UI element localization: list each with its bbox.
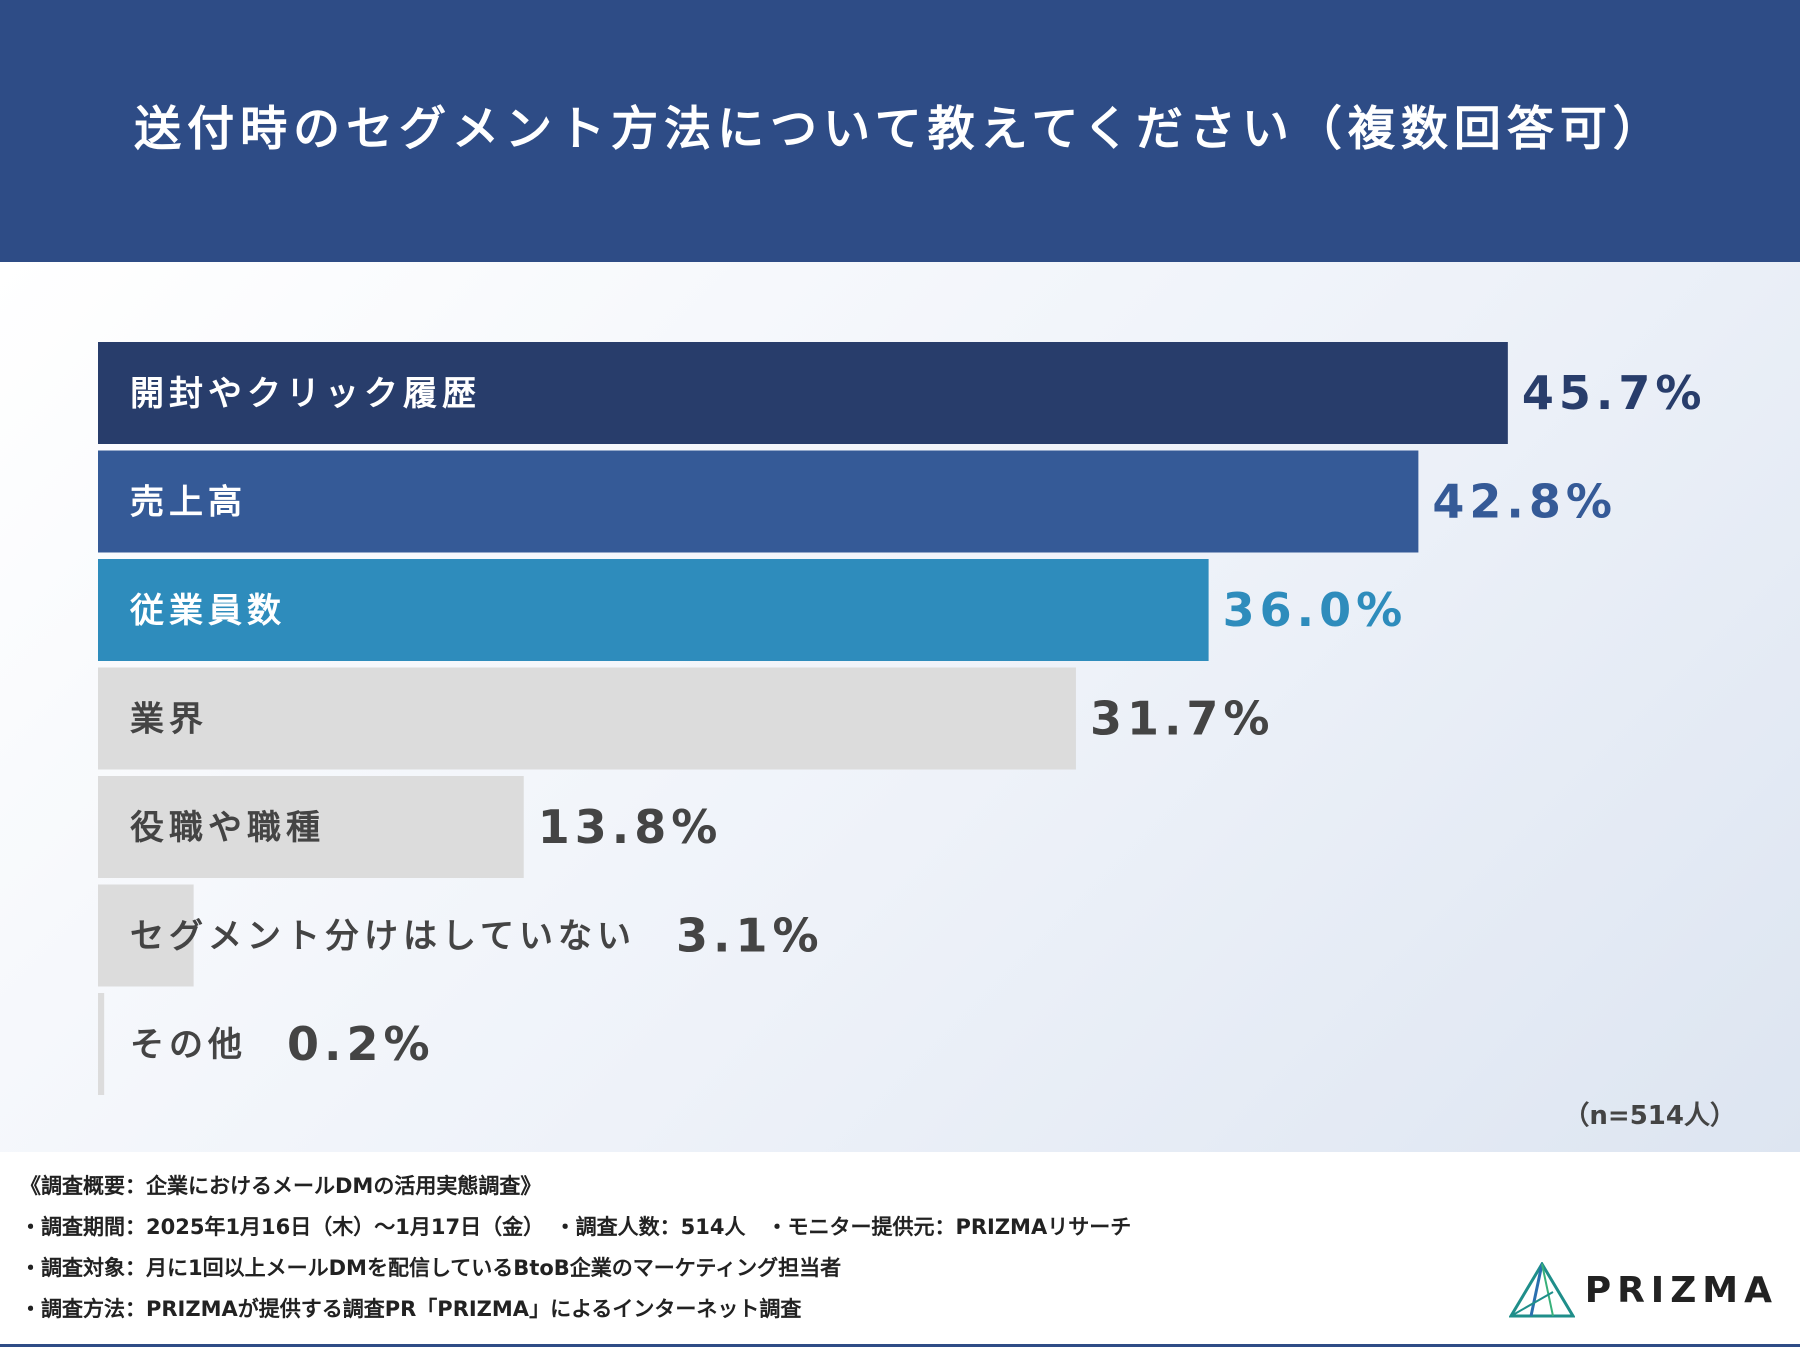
value-label-3: 31.7% <box>1090 692 1275 746</box>
bar-6 <box>98 993 105 1095</box>
value-label-1: 42.8% <box>1432 475 1617 529</box>
value-label-5: 3.1% <box>676 909 824 963</box>
survey-note-title: 《調査概要：企業におけるメールDMの活用実態調査》 <box>20 1174 542 1198</box>
bar-1 <box>98 450 1419 553</box>
survey-note-period: ・調査期間：2025年1月16日（木）〜1月17日（金） ・調査人数：514人 … <box>20 1215 1132 1239</box>
brand-logo: PRIZMA <box>1508 1262 1778 1318</box>
bar-0 <box>98 342 1508 444</box>
value-label-0: 45.7% <box>1522 366 1707 420</box>
survey-note-method: ・調査方法：PRIZMAが提供する調査PR「PRIZMA」によるインターネット調… <box>20 1297 802 1321</box>
survey-note-target: ・調査対象：月に1回以上メールDMを配信しているBtoB企業のマーケティング担当… <box>20 1256 842 1280</box>
survey-notes: 《調査概要：企業におけるメールDMの活用実態調査》 ・調査期間：2025年1月1… <box>20 1166 1131 1330</box>
bar-chart: 開封やクリック履歴 45.7% 売上高 42.8% 従業員数 36.0% 業界 31.7% 役職… <box>98 342 1707 1095</box>
prism-logo-icon <box>1508 1262 1575 1318</box>
value-label-2: 36.0% <box>1223 583 1408 637</box>
category-label-0: 開封やクリック履歴 <box>130 374 481 414</box>
category-label-2: 従業員数 <box>129 591 286 631</box>
bar-4 <box>98 776 524 878</box>
bar-5 <box>98 884 194 987</box>
sample-size-label: （n=514人） <box>1563 1101 1736 1131</box>
brand-name: PRIZMA <box>1584 1269 1778 1311</box>
category-label-4: 役職や職種 <box>130 808 325 848</box>
value-label-4: 13.8% <box>538 800 723 854</box>
category-label-6: その他 <box>130 1025 247 1065</box>
value-label-6: 0.2% <box>287 1017 435 1071</box>
chart-title: 送付時のセグメント方法について教えてください（複数回答可） <box>134 102 1666 157</box>
category-label-5: セグメント分けはしていない <box>130 917 636 957</box>
bar-2 <box>98 559 1209 661</box>
bar-3 <box>98 667 1076 770</box>
category-label-3: 業界 <box>130 700 208 740</box>
category-label-1: 売上高 <box>130 483 247 523</box>
header-banner: 送付時のセグメント方法について教えてください（複数回答可） <box>0 0 1800 262</box>
bottom-rule <box>0 1344 1800 1347</box>
